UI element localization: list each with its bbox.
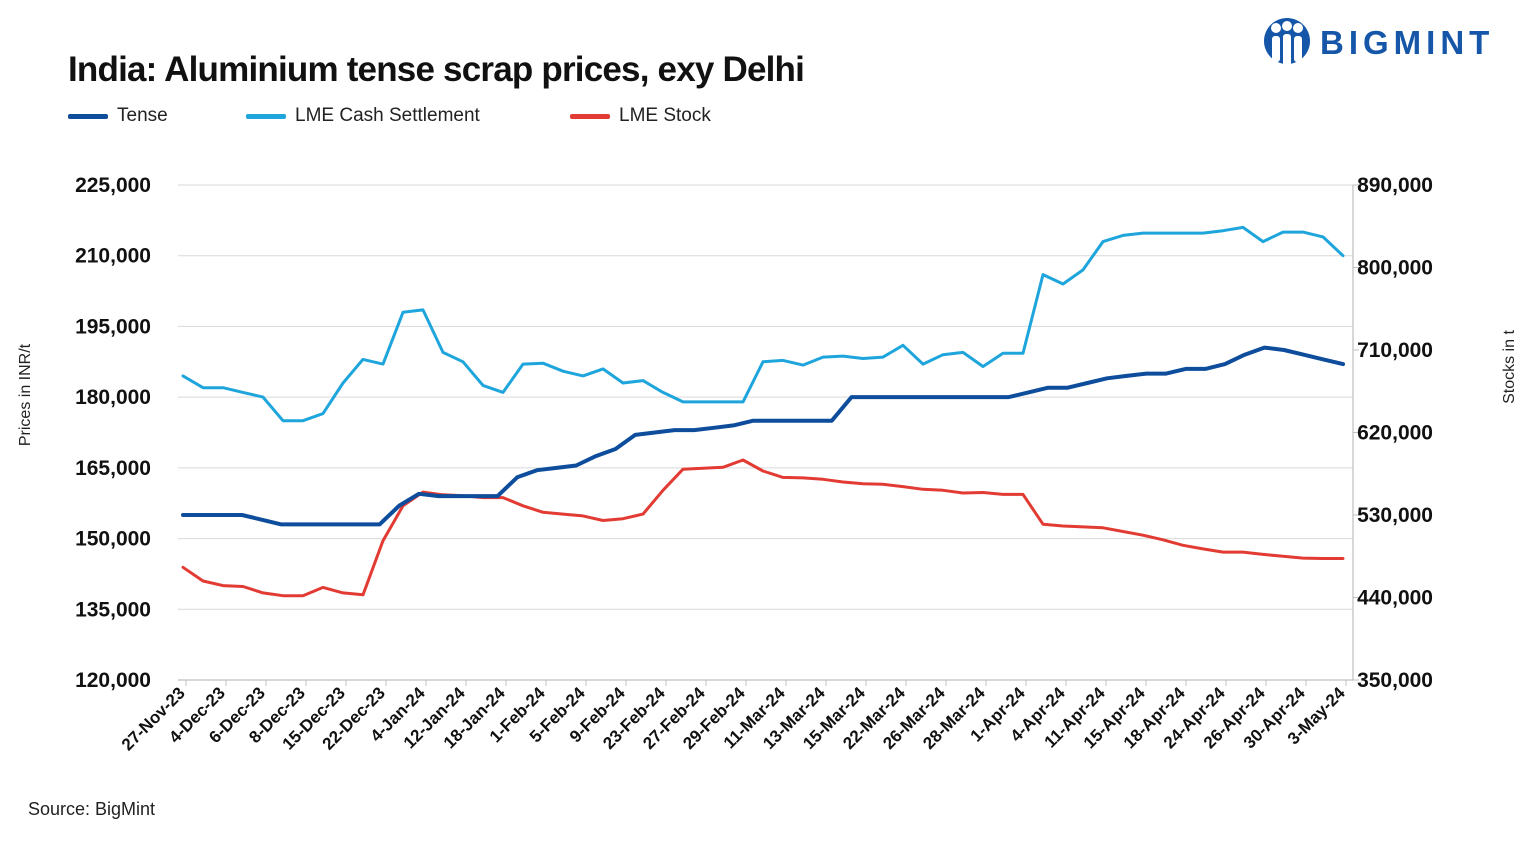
y2-tick-label: 890,000 <box>1357 174 1433 197</box>
y2-tick-label: 800,000 <box>1357 257 1433 280</box>
y2-tick-labels: 350,000 440,000 530,000 620,000 710,000 800,0… <box>1357 174 1433 692</box>
y-tick-label: 180,000 <box>75 386 151 409</box>
y2-tick-label: 530,000 <box>1357 504 1433 527</box>
source-note: Source: BigMint <box>28 799 156 819</box>
gridlines <box>178 184 1353 610</box>
y-tick-label: 225,000 <box>75 174 151 197</box>
legend-label-tense: Tense <box>117 105 168 126</box>
bigmint-logo-icon <box>1264 18 1310 66</box>
brand-name: BIGMINT <box>1320 24 1495 61</box>
y2-tick-label: 350,000 <box>1357 669 1433 692</box>
legend-swatch-lme-cash <box>246 113 286 119</box>
y-tick-label: 165,000 <box>75 457 151 480</box>
series-lines <box>181 225 1345 598</box>
y2-tick-label: 440,000 <box>1357 587 1433 610</box>
y-tick-label: 135,000 <box>75 598 151 621</box>
y2-tick-label: 620,000 <box>1357 422 1433 445</box>
legend-swatch-tense <box>68 113 108 119</box>
brand-logo: BIGMINT <box>1262 13 1494 73</box>
legend-item-tense: Tense <box>68 105 168 127</box>
y-tick-labels: 120,000 135,000 150,000 165,000 180,000 195,0… <box>75 174 151 692</box>
y2-tick-label: 710,000 <box>1357 339 1433 362</box>
series-line-lme-cash <box>181 225 1345 423</box>
legend-label-lme-cash: LME Cash Settlement <box>295 105 480 126</box>
legend-swatch-lme-stock <box>570 113 610 119</box>
series-line-tense <box>181 345 1345 527</box>
series-line-lme-stock <box>181 458 1345 598</box>
legend-item-lme-cash: LME Cash Settlement <box>246 105 480 127</box>
legend-label-lme-stock: LME Stock <box>619 105 711 126</box>
y-tick-label: 210,000 <box>75 245 151 268</box>
legend-item-lme-stock: LME Stock <box>570 105 711 127</box>
x-tick-labels: 27-Nov-234-Dec-236-Dec-238-Dec-2315-Dec-… <box>118 683 1349 754</box>
y-tick-label: 195,000 <box>75 315 151 338</box>
y-tick-label: 120,000 <box>75 669 151 692</box>
chart-title: India: Aluminium tense scrap prices, exy… <box>68 50 805 89</box>
y-tick-label: 150,000 <box>75 528 151 551</box>
axes <box>178 184 1359 686</box>
